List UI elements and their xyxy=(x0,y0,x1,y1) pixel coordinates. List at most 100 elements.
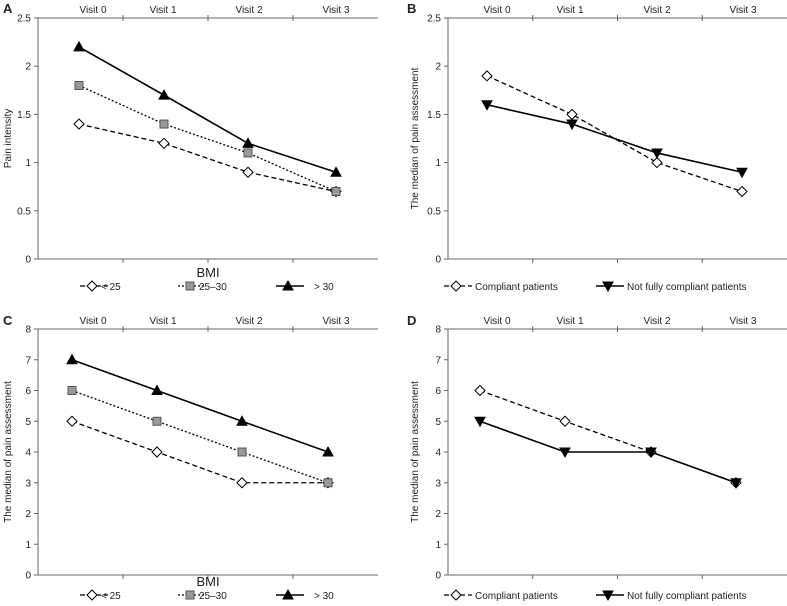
y-tick-label: 1 xyxy=(435,158,441,169)
series-line-0 xyxy=(486,75,743,193)
panel-letter-d: D xyxy=(407,313,416,328)
y-tick-label: 6 xyxy=(435,386,441,397)
series-line-2 xyxy=(71,358,329,453)
x-category-label: Visit 0 xyxy=(483,5,510,16)
series-1 xyxy=(74,80,341,197)
legend-label-2: > 30 xyxy=(314,591,334,602)
series-0 xyxy=(481,70,748,198)
legend-label-1: Not fully compliant patients xyxy=(627,282,747,293)
data-point-2-1 xyxy=(151,384,163,395)
series-line-1 xyxy=(479,420,737,484)
y-tick-label: 0 xyxy=(435,571,441,582)
data-point-1-0 xyxy=(481,100,493,111)
y-tick-label: 8 xyxy=(25,325,31,336)
panel-letter-a: A xyxy=(3,1,13,16)
legend-label-2: > 30 xyxy=(314,282,334,293)
series-1 xyxy=(67,386,333,488)
panel-letter-c: C xyxy=(3,313,13,328)
data-point-0-2 xyxy=(236,477,248,489)
x-axis-title: BMI xyxy=(196,574,219,589)
data-point-1-2 xyxy=(237,447,247,457)
x-category-label: Visit 3 xyxy=(322,316,349,327)
x-category-label: Visit 1 xyxy=(556,316,583,327)
y-tick-label: 0.5 xyxy=(427,206,441,217)
y-tick-label: 3 xyxy=(25,478,31,489)
data-point-0-1 xyxy=(158,137,170,150)
legend-label-0: Compliant patients xyxy=(475,282,558,293)
data-point-1-2 xyxy=(243,148,253,158)
series-0 xyxy=(73,118,342,198)
y-tick-label: 0 xyxy=(25,255,31,266)
x-category-label: Visit 2 xyxy=(235,316,262,327)
y-axis-title: Pain intensity xyxy=(3,109,14,168)
y-tick-label: 2 xyxy=(435,509,441,520)
chart-panel-c: C 0 1 2 3 4 5 6 7 8 Visit 0 Visit 1 Visit 2 Visit 3 Th… xyxy=(3,313,378,602)
y-tick-label: 0.5 xyxy=(17,206,31,217)
series-line-1 xyxy=(78,84,337,193)
legend-label-0: < 25 xyxy=(101,591,121,602)
legend-marker-2 xyxy=(282,279,294,291)
legend-label-0: < 25 xyxy=(101,282,121,293)
legend-marker-0 xyxy=(86,280,98,292)
chart-panel-d: D 0 1 2 3 4 5 6 7 8 Visit 0 Visit 1 Visit 2 Visit 3 Th… xyxy=(407,313,787,602)
data-point-1-1 xyxy=(159,119,169,129)
y-tick-label: 3 xyxy=(435,478,441,489)
y-axis-title: The median of pain assessment xyxy=(410,381,421,523)
legend-label-1: 25–30 xyxy=(199,282,227,293)
data-point-1-3 xyxy=(331,187,341,197)
y-tick-label: 1.5 xyxy=(427,110,441,121)
series-0 xyxy=(474,384,742,489)
data-point-1-0 xyxy=(474,416,486,428)
x-category-label: Visit 3 xyxy=(729,316,756,327)
data-point-2-2 xyxy=(242,137,254,148)
legend-marker-1 xyxy=(185,590,195,600)
data-point-2-3 xyxy=(322,445,334,457)
data-point-0-0 xyxy=(66,415,78,427)
data-point-1-2 xyxy=(645,447,657,459)
y-tick-label: 2.5 xyxy=(427,14,441,25)
y-tick-label: 2.5 xyxy=(17,14,31,25)
chart-panel-b: B 0 0.5 1 1.5 2 2.5 Visit 0 Visit 1 Visit 2 Visit … xyxy=(407,1,787,293)
y-tick-label: 7 xyxy=(25,355,31,366)
data-point-2-3 xyxy=(330,166,342,177)
y-tick-label: 5 xyxy=(435,417,441,428)
data-point-1-3 xyxy=(323,478,333,488)
legend-marker-2 xyxy=(282,588,294,600)
data-point-0-1 xyxy=(566,108,578,121)
y-tick-label: 1.5 xyxy=(17,110,31,121)
data-point-1-1 xyxy=(566,119,578,131)
data-point-0-1 xyxy=(559,415,571,427)
y-tick-label: 4 xyxy=(435,448,441,459)
chart-panel-a: A 0 0.5 1 1.5 2 2.5 Visit 0 Visit 1 Visit 2 Visit … xyxy=(3,1,378,293)
x-category-label: Visit 2 xyxy=(643,5,670,16)
data-point-1-0 xyxy=(74,80,84,90)
data-point-0-2 xyxy=(651,156,663,169)
data-point-0-3 xyxy=(736,185,748,198)
series-0 xyxy=(66,415,334,489)
data-point-1-3 xyxy=(730,478,742,489)
y-tick-label: 1 xyxy=(435,540,441,551)
x-category-label: Visit 0 xyxy=(79,316,106,327)
data-point-1-2 xyxy=(651,148,663,159)
legend-marker-0 xyxy=(450,280,462,292)
panel-letter-b: B xyxy=(407,1,416,16)
series-1 xyxy=(474,416,742,489)
y-tick-label: 5 xyxy=(25,417,31,428)
data-point-0-0 xyxy=(481,70,493,82)
legend-label-0: Compliant patients xyxy=(475,591,558,602)
series-2 xyxy=(73,40,342,177)
series-1 xyxy=(481,100,748,179)
legend-label-1: 25–30 xyxy=(199,591,227,602)
y-tick-label: 0 xyxy=(25,571,31,582)
y-tick-label: 4 xyxy=(25,448,31,459)
data-point-2-0 xyxy=(73,40,85,52)
x-category-label: Visit 3 xyxy=(729,5,756,16)
y-axis-title: The median of pain assessment xyxy=(410,67,421,209)
legend-label-1: Not fully compliant patients xyxy=(627,591,747,602)
series-line-1 xyxy=(71,389,329,484)
legend-marker-0 xyxy=(86,589,98,601)
series-line-1 xyxy=(486,103,743,174)
x-category-label: Visit 0 xyxy=(483,316,510,327)
series-2 xyxy=(66,353,334,457)
